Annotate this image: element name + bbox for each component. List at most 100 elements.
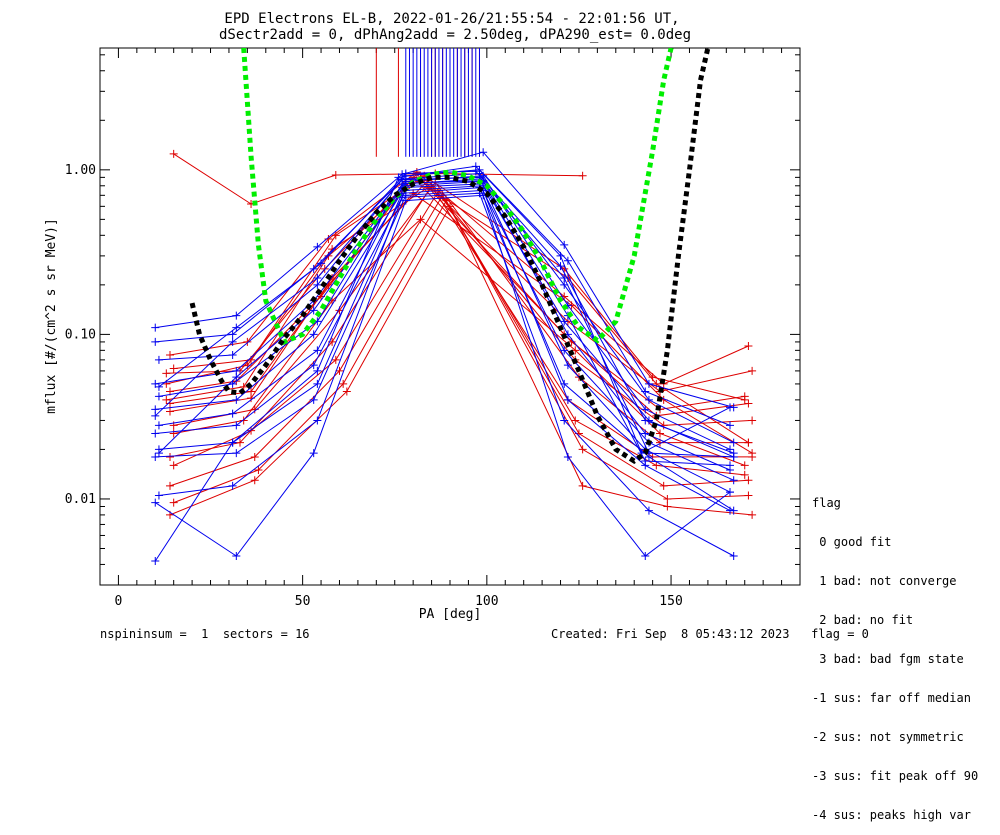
data-point: [644, 395, 653, 404]
data-point: [560, 274, 569, 283]
legend-item: 0 good fit: [812, 535, 892, 549]
data-point: [748, 416, 757, 425]
data-point: [401, 169, 410, 178]
data-point: [726, 403, 734, 412]
x-tick-label: 50: [295, 594, 311, 609]
data-point: [729, 438, 738, 447]
series-line: [158, 192, 734, 557]
chart-canvas: EPD Electrons EL-B, 2022-01-26/21:55:54 …: [44, 11, 801, 622]
data-point: [154, 449, 163, 458]
data-point: [331, 171, 340, 180]
data-point: [247, 426, 256, 435]
data-point: [663, 502, 672, 511]
data-point: [166, 452, 174, 461]
data-layer: [151, 48, 757, 565]
legend-item: 2 bad: no fit: [812, 613, 914, 627]
fit-clip-group: [189, 48, 711, 465]
data-clip-group: [151, 48, 757, 565]
data-point: [479, 148, 488, 157]
data-point: [726, 421, 734, 430]
data-point: [748, 510, 757, 519]
data-point: [401, 196, 410, 205]
series-line: [158, 180, 731, 466]
series-line: [155, 189, 731, 512]
data-point: [250, 452, 259, 461]
data-point: [232, 449, 241, 458]
data-point: [726, 488, 734, 497]
x-axis-label: PA [deg]: [419, 607, 482, 622]
data-point: [560, 346, 569, 355]
data-point: [151, 411, 160, 420]
series-line: [154, 176, 734, 458]
y-tick-label: 0.01: [65, 492, 96, 507]
legend-header: flag: [812, 496, 841, 510]
data-point: [446, 202, 454, 211]
footer-left: nspininsum = 1 sectors = 16: [100, 627, 310, 641]
series-line: [158, 178, 734, 458]
data-point: [578, 171, 587, 180]
data-point: [309, 330, 318, 339]
data-point: [726, 506, 734, 515]
data-point: [151, 498, 160, 507]
data-point: [556, 262, 565, 271]
data-point: [726, 461, 734, 470]
fit-curve: [189, 48, 711, 465]
data-point: [748, 366, 757, 375]
data-point: [228, 337, 237, 346]
legend-item: -3 sus: fit peak off 90: [812, 769, 979, 783]
data-point: [250, 476, 259, 485]
data-point: [232, 552, 241, 561]
data-point: [563, 452, 572, 461]
footer-right: Created: Fri Sep 8 05:43:12 2023 flag = …: [551, 627, 869, 641]
chart-subtitle: dSectr2add = 0, dPhAng2add = 2.50deg, dP…: [219, 27, 691, 43]
series-line: [158, 172, 734, 444]
data-point: [740, 470, 749, 479]
series-line: [155, 151, 734, 408]
data-point: [313, 242, 322, 251]
data-point: [151, 556, 160, 565]
data-point: [560, 240, 569, 249]
data-point: [162, 395, 171, 404]
data-point: [744, 342, 753, 351]
legend-item: -1 sus: far off median: [812, 691, 971, 705]
data-point: [228, 438, 237, 447]
y-tick-label: 1.00: [65, 163, 96, 178]
chart-title: EPD Electrons EL-B, 2022-01-26/21:55:54 …: [224, 11, 679, 27]
data-point: [652, 461, 661, 470]
data-point: [644, 506, 653, 515]
data-point: [313, 416, 322, 425]
data-point: [162, 369, 171, 378]
data-point: [401, 179, 410, 188]
data-point: [232, 373, 241, 382]
data-point: [169, 429, 178, 438]
data-point: [556, 251, 565, 260]
data-point: [652, 379, 661, 388]
data-point: [729, 452, 738, 461]
data-point: [309, 395, 318, 404]
data-point: [563, 361, 572, 370]
series-line: [154, 165, 731, 562]
x-tick-label: 150: [659, 594, 682, 609]
data-point: [166, 350, 174, 359]
data-point: [151, 323, 160, 332]
legend-item: -2 sus: not symmetric: [812, 730, 964, 744]
data-point: [560, 416, 569, 425]
data-point: [166, 407, 174, 416]
data-point: [398, 193, 407, 202]
data-point: [656, 429, 664, 438]
data-point: [409, 189, 418, 198]
y-tick-label: 0.10: [65, 327, 96, 342]
series-line: [158, 187, 734, 512]
data-point: [740, 461, 749, 470]
data-point: [342, 387, 351, 396]
data-point: [744, 491, 753, 500]
data-point: [154, 421, 163, 430]
data-point: [151, 429, 160, 438]
data-point: [729, 476, 738, 485]
data-point: [748, 449, 757, 458]
data-point: [154, 392, 163, 401]
data-point: [228, 481, 237, 490]
data-point: [560, 280, 569, 289]
legend-item: 1 bad: not converge: [812, 574, 957, 588]
data-point: [232, 395, 241, 404]
